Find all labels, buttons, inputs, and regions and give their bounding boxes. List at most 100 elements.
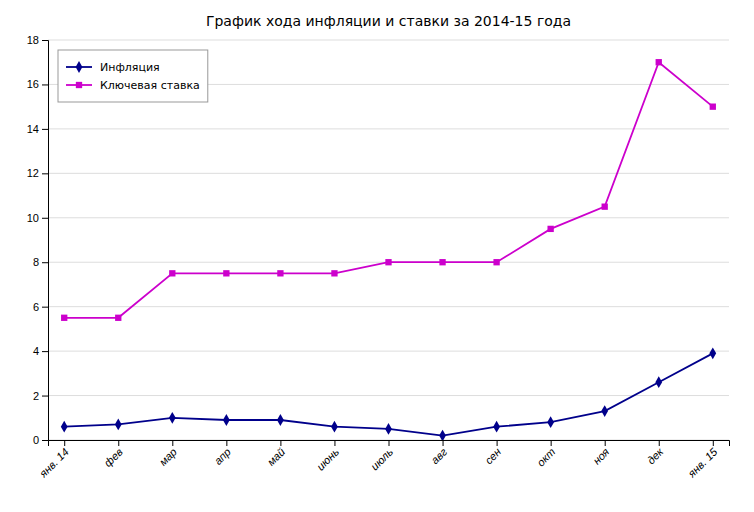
tick-label: янв. 14 xyxy=(36,446,71,481)
tick: май xyxy=(265,440,287,468)
tick: 8 xyxy=(33,256,48,268)
tick-label: 10 xyxy=(27,212,39,224)
tick-label: 12 xyxy=(27,167,39,179)
marker xyxy=(331,421,338,433)
legend-label: Инфляция xyxy=(100,61,160,74)
tick-label: фев xyxy=(102,445,126,469)
marker xyxy=(601,405,608,417)
tick-mark xyxy=(42,307,48,308)
tick-mark xyxy=(713,440,714,446)
y-axis: 024681012141618 xyxy=(27,34,49,446)
grid-line xyxy=(48,217,729,218)
tick-label: апр xyxy=(212,446,233,467)
tick-mark xyxy=(64,440,65,446)
tick-label: дек xyxy=(645,445,666,466)
tick: июнь xyxy=(314,440,341,473)
marker xyxy=(602,204,608,210)
grid-line xyxy=(48,128,729,129)
tick-mark xyxy=(172,440,173,446)
tick: 4 xyxy=(33,345,48,357)
plot: 024681012141618янв. 14февмарапрмайиюньию… xyxy=(27,34,730,480)
tick-mark xyxy=(497,440,498,446)
tick: 18 xyxy=(27,34,48,46)
legend-marker xyxy=(76,82,82,88)
chart: 024681012141618янв. 14февмарапрмайиюньию… xyxy=(0,0,754,512)
marker xyxy=(277,414,284,426)
tick-label: 18 xyxy=(27,34,39,46)
tick-mark xyxy=(389,440,390,446)
grid-line xyxy=(48,306,729,307)
marker xyxy=(493,421,500,433)
marker xyxy=(547,416,554,428)
tick-label: июль xyxy=(368,445,395,472)
grid-line xyxy=(48,173,729,174)
marker xyxy=(223,270,229,276)
legend-entry: Ключевая ставка xyxy=(66,79,200,92)
tick-mark xyxy=(42,262,48,263)
tick-mark xyxy=(118,440,119,446)
tick: 14 xyxy=(27,123,48,135)
marker xyxy=(710,104,716,110)
tick-mark xyxy=(334,440,335,446)
marker xyxy=(385,423,392,435)
tick: 6 xyxy=(33,301,48,313)
tick: авг xyxy=(429,440,450,466)
tick-label: 6 xyxy=(33,301,39,313)
tick: 10 xyxy=(27,212,48,224)
marker xyxy=(655,376,662,388)
tick: янв. 15 xyxy=(685,440,720,480)
marker xyxy=(547,226,553,232)
tick: мар xyxy=(157,440,179,468)
grid-line xyxy=(48,351,729,352)
axis-line xyxy=(49,441,730,447)
marker xyxy=(115,315,121,321)
tick: фев xyxy=(102,440,126,469)
tick: сен xyxy=(482,440,503,466)
line xyxy=(64,353,713,435)
marker xyxy=(439,430,446,440)
tick-label: 0 xyxy=(33,434,39,446)
tick-mark xyxy=(605,440,606,446)
tick-mark xyxy=(42,129,48,130)
grid-line xyxy=(48,395,729,396)
marker xyxy=(61,421,68,433)
tick-mark xyxy=(42,218,48,219)
tick-label: мар xyxy=(157,446,179,468)
tick-label: май xyxy=(265,446,287,468)
tick: 12 xyxy=(27,167,48,179)
tick-label: 14 xyxy=(27,123,39,135)
marker xyxy=(61,315,67,321)
marker xyxy=(493,259,499,265)
tick-label: 16 xyxy=(27,78,39,90)
tick-mark xyxy=(280,440,281,446)
marker xyxy=(331,270,337,276)
tick-label: окт xyxy=(534,446,557,469)
legend-box xyxy=(58,50,208,102)
tick-mark xyxy=(42,440,48,441)
tick-mark xyxy=(42,40,48,41)
marker xyxy=(223,414,230,426)
tick: дек xyxy=(645,440,666,466)
tick-mark xyxy=(551,440,552,446)
grid-line xyxy=(48,40,729,41)
tick: окт xyxy=(534,440,557,469)
tick-mark xyxy=(42,173,48,174)
title: График хода инфляции и ставки за 2014-15… xyxy=(206,13,571,29)
tick: 16 xyxy=(27,78,48,90)
tick-label: сен xyxy=(482,446,503,467)
marker xyxy=(709,347,716,359)
tick-mark xyxy=(42,396,48,397)
tick-mark xyxy=(226,440,227,446)
tick-label: 8 xyxy=(33,256,39,268)
tick-label: авг xyxy=(429,445,450,466)
marker xyxy=(115,419,122,431)
tick-mark xyxy=(443,440,444,446)
legend-entry: Инфляция xyxy=(66,61,160,74)
marks xyxy=(61,59,716,440)
x-axis: янв. 14февмарапрмайиюньиюльавгсеноктнояд… xyxy=(36,440,729,480)
marker xyxy=(277,270,283,276)
marker xyxy=(385,259,391,265)
tick-mark xyxy=(42,84,48,85)
tick-label: июнь xyxy=(314,445,341,472)
marker xyxy=(169,412,176,424)
